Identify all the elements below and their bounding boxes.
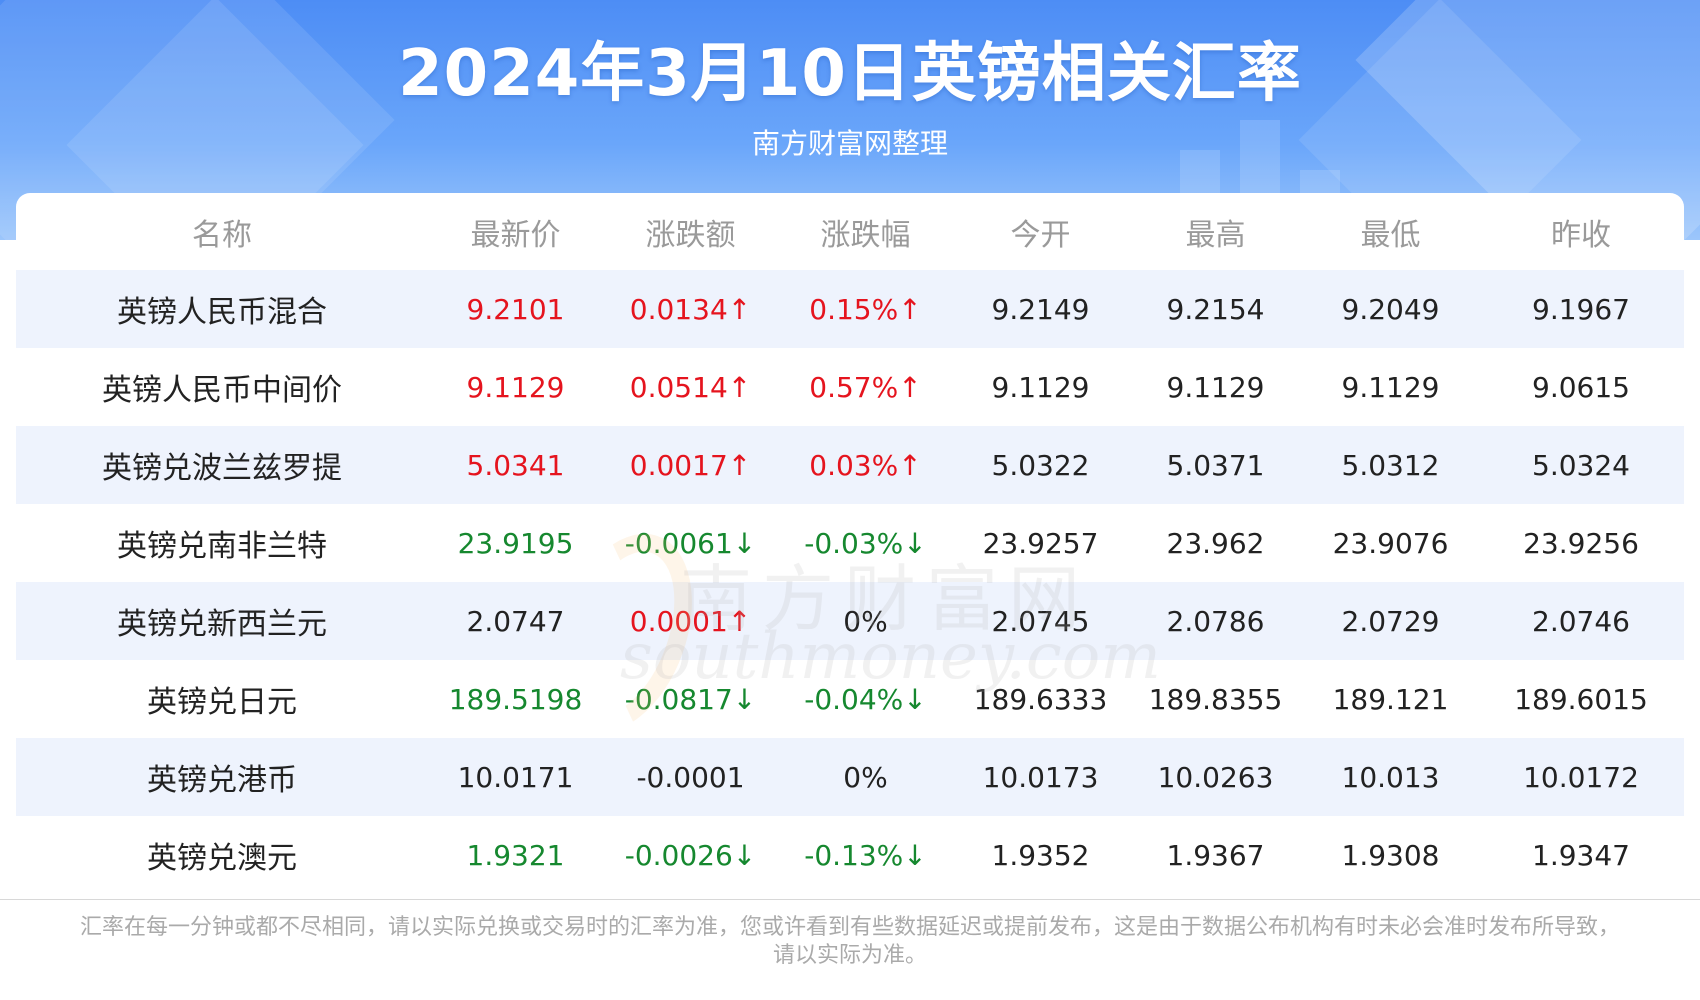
page-subtitle: 南方财富网整理 [751,127,948,160]
page-title: 2024年3月10日英镑相关汇率 [398,37,1302,111]
cell-open: 9.1129 [953,348,1128,426]
cell-high: 1.9367 [1128,816,1303,894]
cell-pct: 0.03%↑ [778,426,953,504]
cell-change: 0.0001↑ [603,582,778,660]
cell-name: 英镑人民币中间价 [16,348,428,426]
cell-low: 10.013 [1303,738,1478,816]
column-header-name: 名称 [192,217,252,253]
cell-prev: 23.9256 [1478,504,1684,582]
cell-pct: -0.04%↓ [778,660,953,738]
column-header-latest: 最新价 [470,217,561,253]
cell-prev: 2.0746 [1478,582,1684,660]
cell-change: -0.0817↓ [603,660,778,738]
cell-open: 189.6333 [953,660,1128,738]
cell-latest: 23.9195 [428,504,603,582]
cell-prev: 189.6015 [1478,660,1684,738]
cell-high: 23.962 [1128,504,1303,582]
cell-name: 英镑兑南非兰特 [16,504,428,582]
cell-high: 9.2154 [1128,270,1303,348]
cell-high: 2.0786 [1128,582,1303,660]
cell-prev: 9.0615 [1478,348,1684,426]
cell-low: 9.2049 [1303,270,1478,348]
cell-name: 英镑兑港币 [16,738,428,816]
cell-high: 9.1129 [1128,348,1303,426]
cell-high: 189.8355 [1128,660,1303,738]
cell-low: 189.121 [1303,660,1478,738]
cell-name: 英镑兑新西兰元 [16,582,428,660]
table-row: 英镑人民币混合 9.2101 0.0134↑ 0.15%↑ 9.2149 9.2… [16,270,1684,348]
cell-high: 5.0371 [1128,426,1303,504]
column-header-low: 最低 [1360,217,1421,253]
cell-latest: 9.2101 [428,270,603,348]
cell-low: 5.0312 [1303,426,1478,504]
cell-name: 英镑人民币混合 [16,270,428,348]
cell-open: 5.0322 [953,426,1128,504]
cell-pct: -0.03%↓ [778,504,953,582]
cell-pct: 0% [778,582,953,660]
cell-change: -0.0061↓ [603,504,778,582]
table-row: 英镑兑南非兰特 23.9195 -0.0061↓ -0.03%↓ 23.9257… [16,504,1684,582]
disclaimer-text: 汇率在每一分钟或都不尽相同，请以实际兑换或交易时的汇率为准，您或许看到有些数据延… [79,915,1620,968]
cell-open: 10.0173 [953,738,1128,816]
cell-low: 1.9308 [1303,816,1478,894]
rates-card: 名称 最新价 涨跌额 涨跌幅 今开 最高 最低 昨收 英镑人民币混合 9.210… [16,193,1684,899]
cell-latest: 5.0341 [428,426,603,504]
cell-pct: 0.15%↑ [778,270,953,348]
cell-low: 9.1129 [1303,348,1478,426]
cell-latest: 2.0747 [428,582,603,660]
cell-latest: 9.1129 [428,348,603,426]
cell-open: 2.0745 [953,582,1128,660]
cell-prev: 9.1967 [1478,270,1684,348]
table-row: 英镑兑新西兰元 2.0747 0.0001↑ 0% 2.0745 2.0786 … [16,582,1684,660]
cell-pct: 0% [778,738,953,816]
cell-latest: 1.9321 [428,816,603,894]
cell-name: 英镑兑澳元 [16,816,428,894]
table-row: 英镑兑港币 10.0171 -0.0001 0% 10.0173 10.0263… [16,738,1684,816]
cell-open: 9.2149 [953,270,1128,348]
cell-latest: 189.5198 [428,660,603,738]
cell-low: 2.0729 [1303,582,1478,660]
table-row: 英镑兑日元 189.5198 -0.0817↓ -0.04%↓ 189.6333… [16,660,1684,738]
column-header-pct: 涨跌幅 [820,217,911,253]
cell-change: -0.0026↓ [603,816,778,894]
cell-name: 英镑兑日元 [16,660,428,738]
table-header-row: 名称 最新价 涨跌额 涨跌幅 今开 最高 最低 昨收 [16,193,1684,270]
table-row: 英镑人民币中间价 9.1129 0.0514↑ 0.57%↑ 9.1129 9.… [16,348,1684,426]
table-row: 英镑兑波兰兹罗提 5.0341 0.0017↑ 0.03%↑ 5.0322 5.… [16,426,1684,504]
column-header-high: 最高 [1185,217,1246,253]
table-row: 英镑兑澳元 1.9321 -0.0026↓ -0.13%↓ 1.9352 1.9… [16,816,1684,894]
cell-prev: 10.0172 [1478,738,1684,816]
cell-change: 0.0514↑ [603,348,778,426]
cell-change: -0.0001 [603,738,778,816]
column-header-open: 今开 [1010,217,1071,253]
cell-change: 0.0134↑ [603,270,778,348]
column-header-change: 涨跌额 [645,217,736,253]
footer-divider [0,899,1700,900]
cell-open: 23.9257 [953,504,1128,582]
cell-change: 0.0017↑ [603,426,778,504]
cell-pct: 0.57%↑ [778,348,953,426]
cell-prev: 1.9347 [1478,816,1684,894]
column-header-prev: 昨收 [1551,217,1611,253]
cell-low: 23.9076 [1303,504,1478,582]
cell-open: 1.9352 [953,816,1128,894]
cell-high: 10.0263 [1128,738,1303,816]
cell-pct: -0.13%↓ [778,816,953,894]
cell-latest: 10.0171 [428,738,603,816]
cell-prev: 5.0324 [1478,426,1684,504]
rates-table: 名称 最新价 涨跌额 涨跌幅 今开 最高 最低 昨收 英镑人民币混合 9.210… [16,193,1684,894]
cell-name: 英镑兑波兰兹罗提 [16,426,428,504]
